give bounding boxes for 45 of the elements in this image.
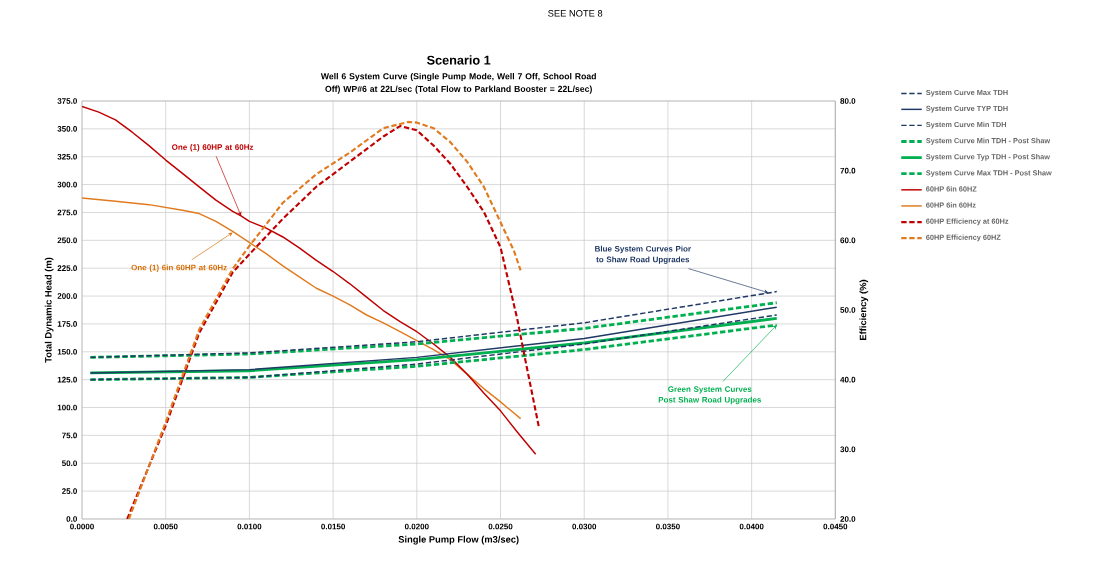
y2-tick-label: 50.0 — [840, 307, 856, 313]
y-tick-label: 125.0 — [57, 376, 77, 383]
x-tick-label: 0.0250 — [488, 523, 513, 530]
line-series — [89, 306, 778, 374]
y-tick-label: 100.0 — [57, 404, 77, 411]
x-tick-label: 0.0300 — [572, 523, 597, 530]
annotation: Blue System Curves Pior to Shaw Road Upgrades — [595, 245, 691, 264]
annotation: One (1) 60HP at 60Hz — [172, 144, 254, 152]
y-tick-label: 250.0 — [57, 237, 77, 244]
chart-title: Scenario 1 — [426, 55, 491, 65]
y2-tick-label: 20.0 — [840, 516, 856, 522]
y-tick-label: 25.0 — [62, 488, 77, 494]
y-tick-label: 225.0 — [57, 265, 77, 272]
y2-tick-label: 30.0 — [840, 446, 856, 453]
x-tick-label: 0.0450 — [823, 523, 848, 530]
y-tick-label: 75.0 — [62, 432, 77, 439]
y-tick-label: 0.0 — [66, 516, 77, 522]
y-tick-label: 175.0 — [57, 321, 77, 327]
line-series — [88, 301, 779, 359]
y2-tick-label: 60.0 — [840, 237, 856, 244]
y-tick-label: 325.0 — [57, 153, 77, 160]
y2-tick-label: 40.0 — [840, 376, 856, 383]
y-tick-label: 275.0 — [57, 209, 77, 216]
y-tick-label: 375.0 — [57, 98, 77, 104]
annotation: Green System Curves Post Shaw Road Upgrades — [658, 386, 762, 405]
text: SEE NOTE 8 — [548, 10, 603, 17]
y-tick-label: 50.0 — [61, 460, 77, 467]
x-tick-label: 0.0400 — [739, 523, 764, 530]
y-tick-label: 200.0 — [57, 293, 77, 299]
y2-tick-label: 70.0 — [840, 167, 856, 174]
y2-tick-label: 80.0 — [840, 98, 856, 104]
x-tick-label: 0.0150 — [321, 523, 346, 530]
x-axis-title: Single Pump Flow (m3/sec) — [398, 535, 519, 545]
x-tick-label: 0.0200 — [404, 523, 429, 530]
y2-axis-title: Efficiency (%) — [859, 279, 869, 340]
y-tick-label: 300.0 — [57, 181, 77, 188]
x-tick-label: 0.0350 — [656, 523, 680, 530]
y-axis-title: Total Dynamic Head (m) — [44, 257, 54, 363]
annotation: One (1) 6in 60HP at 60Hz — [131, 264, 227, 272]
x-tick-label: 0.0000 — [70, 523, 94, 530]
y-tick-label: 150.0 — [57, 348, 77, 355]
chart-subtitle: Well 6 System Curve (Single Pump Mode, Well 7 Off, School Road Off) WP#6 at 22L/sec (Total Flow to Parkland Booster = 22L/sec) — [320, 72, 596, 94]
x-tick-label: 0.0100 — [237, 523, 262, 530]
x-tick-label: 0.0050 — [153, 523, 178, 530]
y-tick-label: 350.0 — [57, 126, 77, 132]
